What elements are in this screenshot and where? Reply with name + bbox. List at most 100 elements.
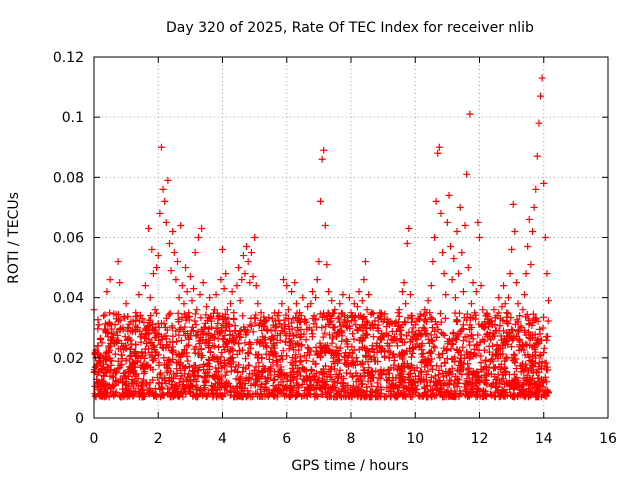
y-tick-label: 0.1 (62, 110, 84, 126)
background-point (140, 319, 148, 327)
background-point (434, 386, 442, 394)
background-point (353, 326, 361, 334)
background-point (314, 349, 322, 357)
background-point (441, 314, 449, 322)
data-point (524, 243, 532, 251)
background-point (181, 332, 189, 340)
background-point (295, 384, 303, 392)
background-point (242, 355, 250, 363)
background-point (385, 354, 393, 362)
data-point (219, 246, 226, 254)
background-point (377, 386, 385, 394)
background-point (94, 342, 102, 350)
background-point (131, 363, 139, 371)
background-point (146, 351, 154, 359)
background-point (228, 345, 236, 353)
background-point (514, 383, 522, 391)
background-point (211, 380, 219, 388)
background-point (174, 315, 182, 323)
background-point (337, 372, 345, 380)
background-point (517, 345, 525, 353)
background-point (473, 340, 481, 348)
background-point (95, 350, 103, 358)
data-point (202, 303, 210, 311)
background-point (109, 333, 117, 341)
data-point (461, 221, 469, 229)
background-point (405, 370, 413, 378)
background-point (252, 372, 260, 380)
background-point (475, 376, 483, 384)
background-point (408, 377, 416, 385)
data-point (508, 246, 516, 254)
background-point (427, 373, 435, 381)
background-point (204, 389, 212, 397)
background-point (389, 350, 397, 358)
background-point (363, 392, 371, 400)
background-point (482, 356, 490, 364)
data-point (440, 270, 448, 278)
background-point (524, 351, 532, 359)
background-point (174, 309, 182, 317)
background-point (324, 345, 332, 353)
background-point (188, 323, 196, 331)
background-point (418, 368, 426, 376)
background-point (191, 310, 199, 318)
data-point (141, 282, 149, 290)
background-point (368, 345, 376, 353)
background-point (166, 393, 174, 401)
background-point (523, 388, 531, 396)
data-point (157, 143, 165, 151)
background-point (495, 377, 503, 385)
background-point (326, 347, 334, 355)
background-point (493, 342, 501, 350)
data-point (193, 306, 201, 314)
background-point (455, 309, 463, 317)
data-point (230, 309, 238, 317)
background-point (378, 370, 386, 378)
background-point (397, 335, 405, 343)
background-point (484, 370, 492, 378)
data-point (321, 221, 329, 229)
background-point (422, 371, 430, 379)
background-point (158, 385, 166, 393)
data-point (246, 279, 254, 287)
background-point (302, 357, 310, 365)
background-point (223, 368, 231, 376)
background-point (439, 330, 447, 338)
background-point (289, 354, 297, 362)
data-point (315, 258, 323, 266)
background-point (120, 312, 128, 320)
background-point (187, 377, 195, 385)
background-point (251, 315, 259, 323)
background-point (159, 344, 167, 352)
background-point (528, 322, 536, 330)
background-point (320, 369, 328, 377)
background-point (214, 319, 222, 327)
background-point (166, 309, 174, 317)
background-point (116, 364, 124, 372)
background-point (481, 391, 489, 399)
background-point (453, 366, 461, 374)
background-point (159, 390, 167, 398)
data-point (339, 291, 347, 299)
background-point (94, 316, 102, 324)
data-point (482, 312, 490, 320)
background-point (457, 361, 465, 369)
data-point (496, 315, 504, 323)
background-point (246, 390, 254, 398)
background-point (468, 331, 476, 339)
data-point (545, 297, 553, 305)
background-point (299, 365, 307, 373)
data-point (143, 324, 151, 332)
data-point (310, 312, 318, 320)
data-point (320, 146, 328, 154)
background-point (190, 361, 198, 369)
background-point (437, 362, 445, 370)
data-point (455, 270, 463, 278)
data-point (116, 279, 124, 287)
background-point (146, 390, 154, 398)
background-point (197, 353, 205, 361)
data-point (432, 197, 440, 205)
background-point (169, 375, 177, 383)
